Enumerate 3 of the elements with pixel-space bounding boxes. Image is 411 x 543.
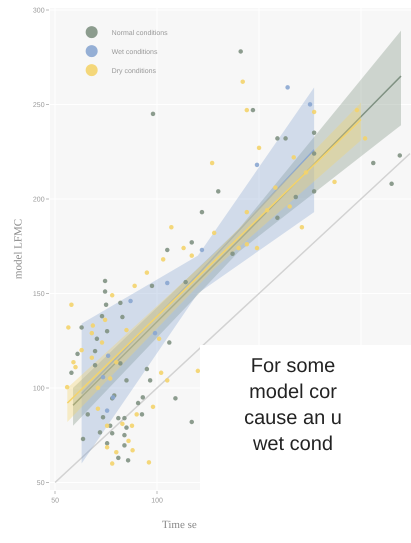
annotation: For some model cor cause an u wet cond	[243, 354, 343, 457]
x-axis-title: Time se	[162, 519, 197, 531]
y-axis-title: model LFMC	[12, 218, 25, 280]
